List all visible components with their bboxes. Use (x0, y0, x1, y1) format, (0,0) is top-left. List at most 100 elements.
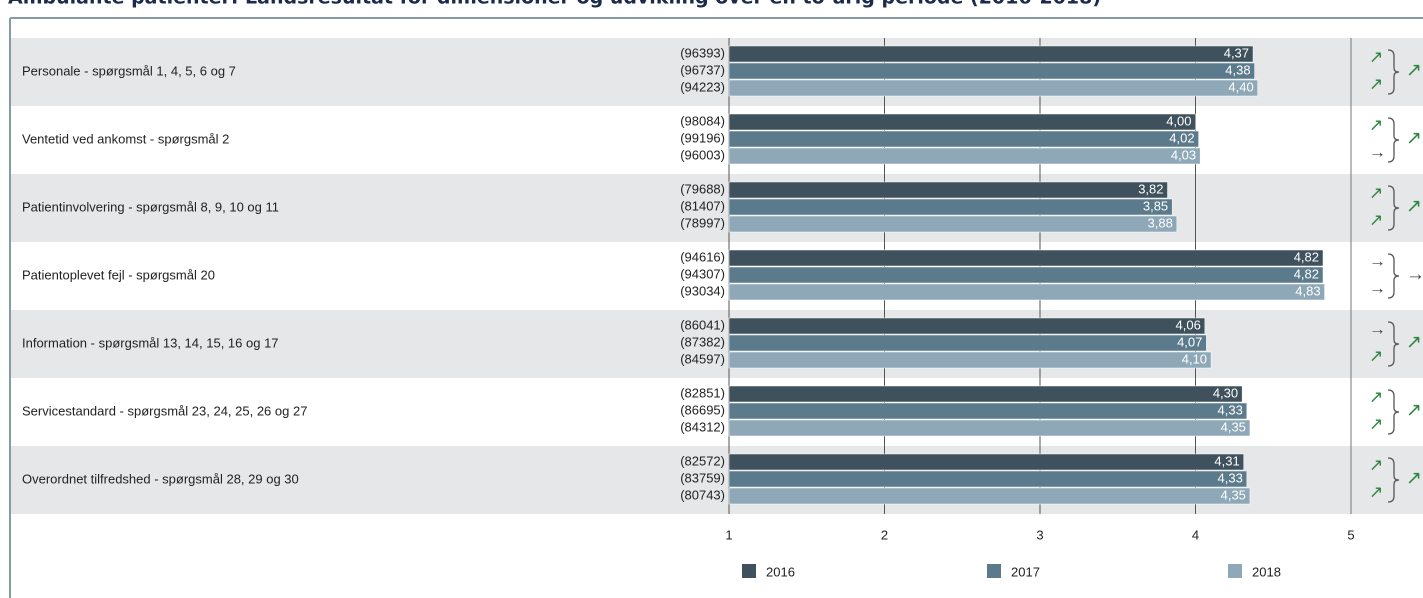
count-label: (94307) (680, 266, 725, 281)
brace (1387, 389, 1400, 435)
value-label: 4,03 (1171, 147, 1196, 162)
value-label: 4,30 (1213, 385, 1238, 400)
bar (728, 453, 1244, 471)
trend-arrow: → (1369, 142, 1386, 161)
count-label: (99196) (680, 130, 725, 145)
value-label: 4,31 (1214, 453, 1239, 468)
trend-arrow: ↗ (1406, 468, 1422, 489)
count-label: (96737) (680, 62, 725, 77)
category-label: Ventetid ved ankomst - spørgsmål 2 (22, 131, 229, 146)
bar (728, 402, 1248, 420)
category-label: Overordnet tilfredshed - spørgsmål 28, 2… (22, 471, 299, 486)
bar (728, 351, 1212, 369)
bar (728, 130, 1199, 148)
bar (728, 419, 1251, 437)
bar (728, 266, 1324, 284)
trend-arrow: ↗ (1369, 183, 1383, 202)
value-label: 3,85 (1143, 198, 1168, 213)
value-label: 4,33 (1218, 402, 1243, 417)
value-label: 4,82 (1294, 266, 1319, 281)
x-tick-label: 2 (881, 527, 888, 542)
legend-label: 2018 (1252, 564, 1281, 579)
value-label: 4,10 (1182, 351, 1207, 366)
trend-arrow: ↗ (1369, 346, 1383, 365)
count-label: (80743) (680, 487, 725, 502)
bar (728, 45, 1254, 63)
brace (1387, 185, 1400, 231)
trend-arrow: ↗ (1369, 47, 1383, 66)
trend-arrow: ↗ (1369, 387, 1383, 406)
bar (728, 385, 1243, 403)
count-label: (96393) (680, 45, 725, 60)
trend-arrow: ↗ (1369, 414, 1383, 433)
count-label: (79688) (680, 181, 725, 196)
category-label: Patientinvolvering - spørgsmål 8, 9, 10 … (22, 199, 279, 214)
category-label: Servicestandard - spørgsmål 23, 24, 25, … (22, 403, 307, 418)
chart-title: Ambulante patienter: Landsresultat for d… (8, 0, 1101, 9)
count-label: (98084) (680, 113, 725, 128)
count-label: (82851) (680, 385, 725, 400)
bar (728, 249, 1324, 267)
count-label: (81407) (680, 198, 725, 213)
value-label: 3,82 (1138, 181, 1163, 196)
legend-swatch (1228, 564, 1242, 578)
count-label: (94223) (680, 79, 725, 94)
legend-label: 2016 (766, 564, 795, 579)
brace (1387, 457, 1400, 503)
legend-label: 2017 (1011, 564, 1040, 579)
value-label: 4,35 (1221, 419, 1246, 434)
count-label: (96003) (680, 147, 725, 162)
trend-arrow: ↗ (1406, 128, 1422, 149)
bar (728, 113, 1196, 131)
count-label: (84312) (680, 419, 725, 434)
brace (1387, 49, 1400, 95)
bar (728, 147, 1201, 165)
value-label: 4,02 (1169, 130, 1194, 145)
bar (728, 79, 1258, 97)
value-label: 4,33 (1218, 470, 1243, 485)
brace (1387, 321, 1400, 367)
legend-swatch (742, 564, 756, 578)
trend-arrow: ↗ (1406, 400, 1422, 421)
category-label: Personale - spørgsmål 1, 4, 5, 6 og 7 (22, 63, 236, 78)
trend-arrow: ↗ (1369, 482, 1383, 501)
legend-swatch (987, 564, 1001, 578)
brace (1387, 117, 1400, 163)
trend-arrow: → (1369, 278, 1386, 297)
count-label: (86041) (680, 317, 725, 332)
trend-arrow: → (1406, 264, 1423, 285)
value-label: 4,83 (1295, 283, 1320, 298)
count-label: (83759) (680, 470, 725, 485)
value-label: 4,35 (1221, 487, 1246, 502)
trend-arrow: ↗ (1406, 196, 1422, 217)
value-label: 4,07 (1177, 334, 1202, 349)
bar (728, 470, 1248, 488)
trend-arrow: ↗ (1406, 60, 1422, 81)
x-tick-label: 4 (1192, 527, 1199, 542)
value-label: 4,00 (1166, 113, 1191, 128)
value-label: 4,06 (1176, 317, 1201, 332)
value-label: 4,82 (1294, 249, 1319, 264)
category-label: Information - spørgsmål 13, 14, 15, 16 o… (22, 335, 279, 350)
count-label: (87382) (680, 334, 725, 349)
value-label: 4,40 (1228, 79, 1253, 94)
value-label: 4,37 (1224, 45, 1249, 60)
count-label: (94616) (680, 249, 725, 264)
x-tick-label: 5 (1347, 527, 1354, 542)
trend-arrow: ↗ (1369, 455, 1383, 474)
count-label: (93034) (680, 283, 725, 298)
bar (728, 334, 1207, 352)
bar (728, 317, 1206, 335)
trend-arrow: ↗ (1369, 210, 1383, 229)
row-background (11, 174, 1423, 242)
category-label: Patientoplevet fejl - spørgsmål 20 (22, 267, 215, 282)
trend-arrow: → (1369, 319, 1386, 338)
x-tick-label: 3 (1036, 527, 1043, 542)
count-label: (84597) (680, 351, 725, 366)
x-tick-label: 1 (725, 527, 732, 542)
bar (728, 487, 1251, 505)
bar (728, 215, 1178, 233)
value-label: 4,38 (1225, 62, 1250, 77)
bar (728, 62, 1255, 80)
